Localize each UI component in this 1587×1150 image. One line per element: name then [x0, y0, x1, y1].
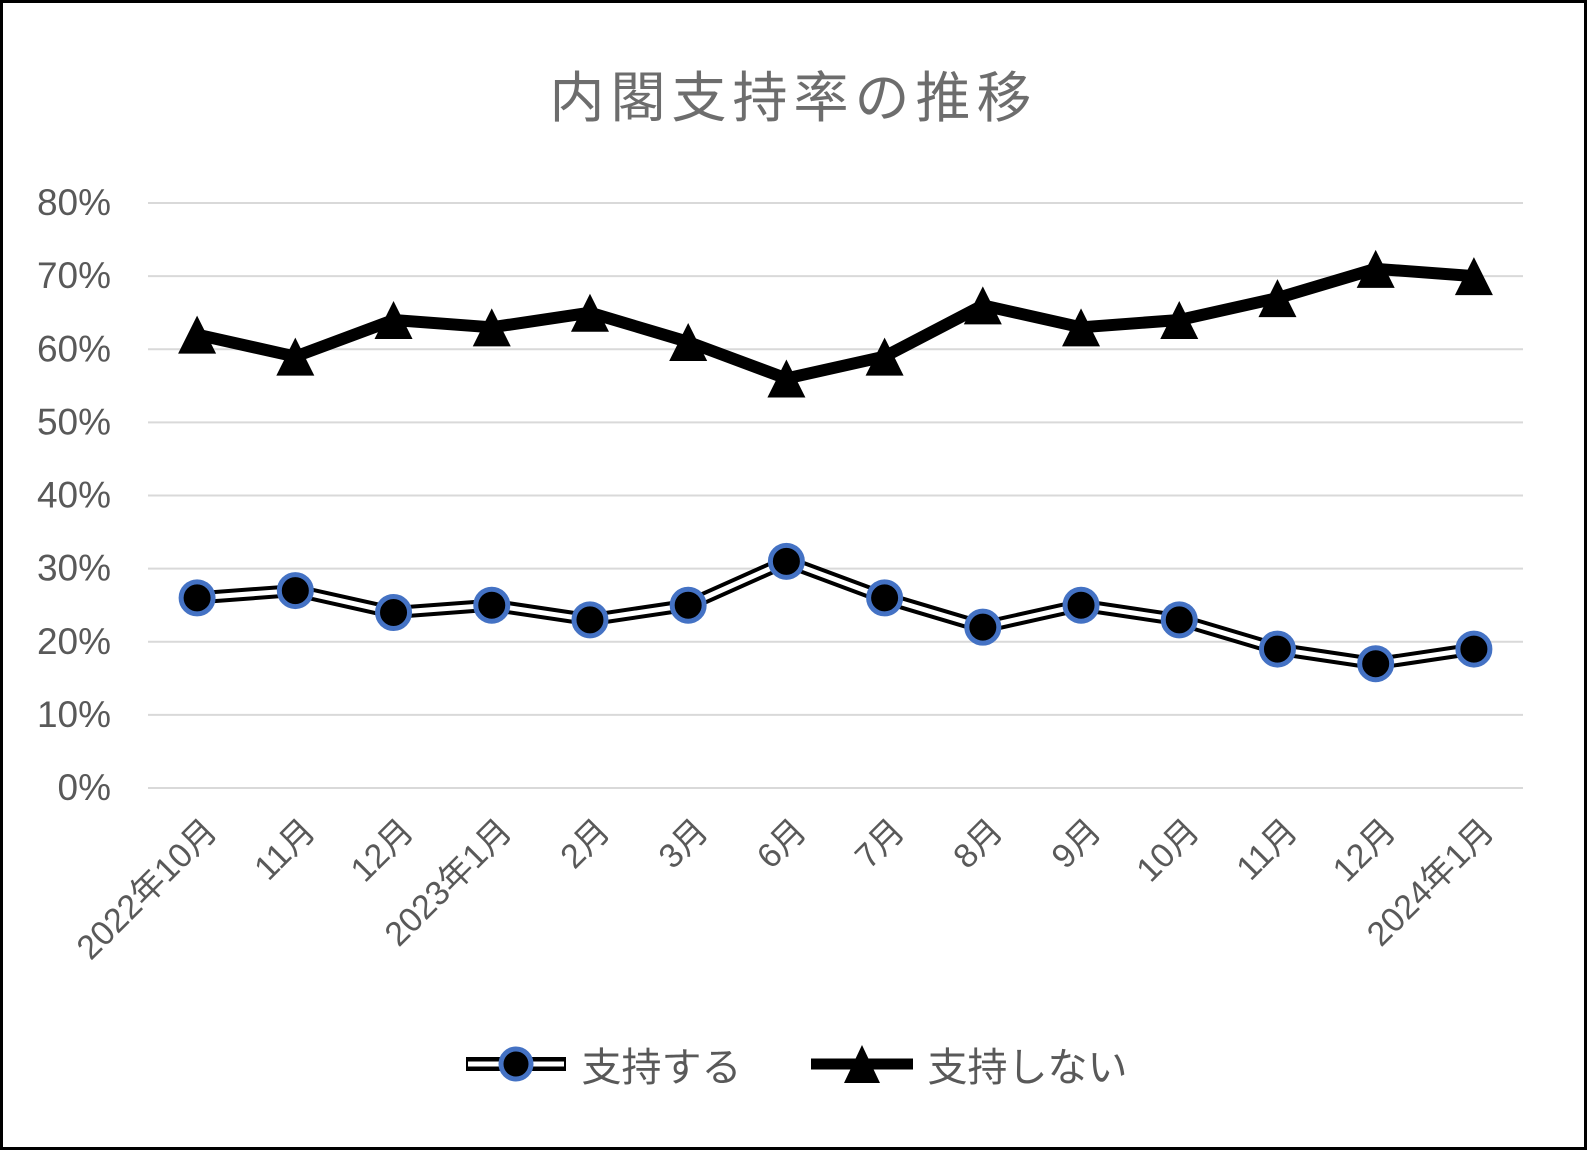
y-tick-label-40: 40%: [37, 475, 111, 516]
disapprove-marker-9: [1062, 308, 1101, 347]
disapprove-marker-12: [1356, 249, 1395, 288]
y-tick-label-10: 10%: [37, 694, 111, 735]
y-tick-label-50: 50%: [37, 401, 111, 442]
legend: 支持する 支持しない: [3, 1035, 1584, 1093]
legend-label-disapprove: 支持しない: [927, 1046, 1128, 1090]
disapprove-marker-11: [1258, 279, 1297, 318]
legend-label-approve: 支持する: [581, 1046, 742, 1090]
approve-marker-0: [178, 579, 216, 617]
y-tick-label-70: 70%: [37, 255, 111, 296]
x-tick-label-5: 3月: [652, 812, 716, 876]
y-tick-label-20: 20%: [37, 621, 111, 662]
disapprove-line: [191, 262, 1480, 385]
approve-marker-3: [473, 586, 511, 624]
disapprove-line-triangle-swatch-icon: [810, 1045, 913, 1083]
disapprove-marker-13: [1454, 257, 1493, 296]
legend-item-approve: 支持する: [460, 1035, 742, 1093]
disapprove-marker-5: [669, 322, 708, 361]
approve-marker-7: [866, 579, 904, 617]
approve-line-circle-swatch-icon: [465, 1046, 566, 1082]
disapprove-marker-0: [178, 315, 217, 354]
x-tick-label-12: 12月: [1326, 812, 1404, 890]
x-tick-label-2: 12月: [344, 812, 422, 890]
x-tick-label-8: 8月: [946, 812, 1010, 876]
approve-marker-5: [669, 586, 707, 624]
y-tick-label-30: 30%: [37, 548, 111, 589]
x-tick-label-0: 2022年10月: [70, 812, 225, 967]
approve-marker-6: [767, 542, 805, 580]
approve-marker-10: [1160, 601, 1198, 639]
approve-marker-9: [1062, 586, 1100, 624]
y-tick-label-0: 0%: [58, 767, 111, 808]
approve-marker-4: [571, 601, 609, 639]
x-tick-label-1: 11月: [247, 812, 323, 888]
disapprove-marker-8: [963, 286, 1002, 325]
disapprove-marker-10: [1160, 301, 1199, 339]
legend-item-disapprove: 支持しない: [806, 1035, 1128, 1093]
approve-marker-11: [1258, 630, 1296, 668]
x-tick-label-4: 2月: [553, 812, 617, 876]
approve-marker-8: [964, 608, 1002, 646]
approve-marker-12: [1357, 645, 1395, 683]
y-tick-label-60: 60%: [37, 328, 111, 369]
chart-title: 内閣支持率の推移: [549, 67, 1038, 129]
disapprove-marker-1: [276, 337, 315, 376]
approve-marker-13: [1455, 630, 1493, 668]
x-tick-label-11: 11月: [1229, 812, 1305, 888]
disapprove-marker-7: [865, 337, 904, 376]
disapprove-marker-2: [374, 301, 413, 339]
x-tick-label-9: 9月: [1044, 812, 1108, 876]
x-tick-label-6: 6月: [750, 812, 814, 876]
disapprove-marker-4: [570, 293, 609, 332]
y-tick-label-80: 80%: [37, 182, 111, 223]
line-chart-plot-area: 0% 10% 20% 30% 40% 50% 60% 70% 80% 2022年10月 11月 12月…: [37, 182, 1523, 967]
disapprove-marker-3: [472, 308, 511, 347]
disapprove-marker-6: [767, 359, 806, 398]
x-tick-label-10: 10月: [1129, 812, 1207, 890]
approve-marker-2: [375, 594, 413, 631]
x-tick-label-7: 7月: [848, 812, 912, 876]
approve-marker-1: [276, 572, 314, 610]
